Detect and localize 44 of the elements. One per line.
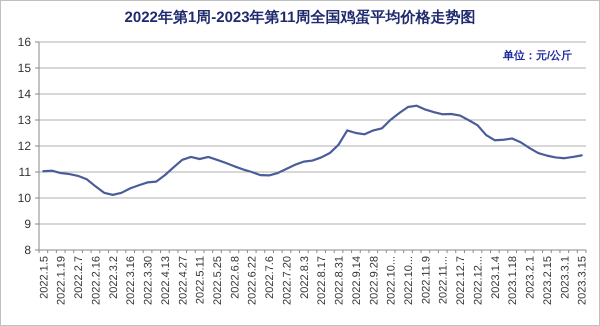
- x-tick-label: 2022.9.28: [368, 256, 380, 305]
- x-tick-label: 2022.8.31: [334, 256, 346, 305]
- x-tick-label: 2022.11.9: [420, 256, 432, 304]
- x-tick-label: 2022.3.16: [125, 256, 138, 305]
- x-tick-label: 2022.1.19: [56, 256, 68, 305]
- x-tick-label: 2023.2.15: [542, 256, 554, 305]
- x-tick-label: 2022.11...: [438, 256, 450, 304]
- x-tick-label: 2022.6.22: [246, 256, 259, 305]
- line-series: [42, 104, 583, 196]
- x-tick-label: 2022.9.14: [350, 256, 363, 305]
- x-tick-label: 2022.6.8: [229, 256, 242, 299]
- x-tick-label: 2023.3.1: [559, 256, 572, 299]
- x-tick-label: 2022.2.16: [90, 256, 102, 305]
- x-tick-label: 2022.8.17: [316, 256, 328, 305]
- x-tick-label: 2023.3.15: [576, 256, 589, 305]
- y-tick-label: 13: [18, 113, 32, 127]
- y-tick-label: 10: [18, 191, 32, 205]
- x-tick-label: 2022.7.20: [281, 256, 294, 305]
- chart-title: 2022年第1周-2023年第11周全国鸡蛋平均价格走势图: [124, 9, 476, 26]
- x-tick-label: 2022.10...: [403, 256, 416, 305]
- x-tick-label: 2023.1.4: [490, 256, 502, 299]
- x-tick-label: 2022.4.13: [160, 256, 172, 305]
- x-tick-label: 2022.5.25: [212, 256, 224, 305]
- y-tick-label: 12: [18, 139, 32, 153]
- x-tick-label: 2023.2.1: [524, 256, 537, 299]
- y-tick-label: 16: [18, 35, 32, 49]
- x-tick-label: 2022.2.7: [73, 256, 86, 299]
- x-tick-label: 2022.4.27: [177, 256, 190, 305]
- x-tick-label: 2022.3.30: [142, 256, 155, 305]
- annotation: 单位：元/公斤: [502, 49, 572, 62]
- x-tick-label: 2022.12.7: [455, 256, 468, 305]
- x-tick-label: 2022.8.3: [298, 256, 311, 299]
- x-tick-label: 2023.1.18: [507, 256, 520, 305]
- x-tick-label: 2022.10...: [386, 256, 398, 305]
- y-tick-label: 11: [18, 165, 32, 179]
- x-tick-label: 2022.5.11: [194, 256, 207, 304]
- x-tick-label: 2022.3.2: [108, 256, 120, 299]
- y-tick-label: 8: [24, 243, 32, 257]
- x-tick-label: 2022.12...: [472, 256, 484, 305]
- x-tick-label: 2022.1.5: [38, 256, 50, 299]
- x-tick-label: 2022.7.6: [264, 256, 276, 299]
- y-tick-label: 9: [24, 217, 32, 231]
- y-tick-label: 14: [18, 87, 32, 101]
- y-tick-label: 15: [18, 61, 32, 75]
